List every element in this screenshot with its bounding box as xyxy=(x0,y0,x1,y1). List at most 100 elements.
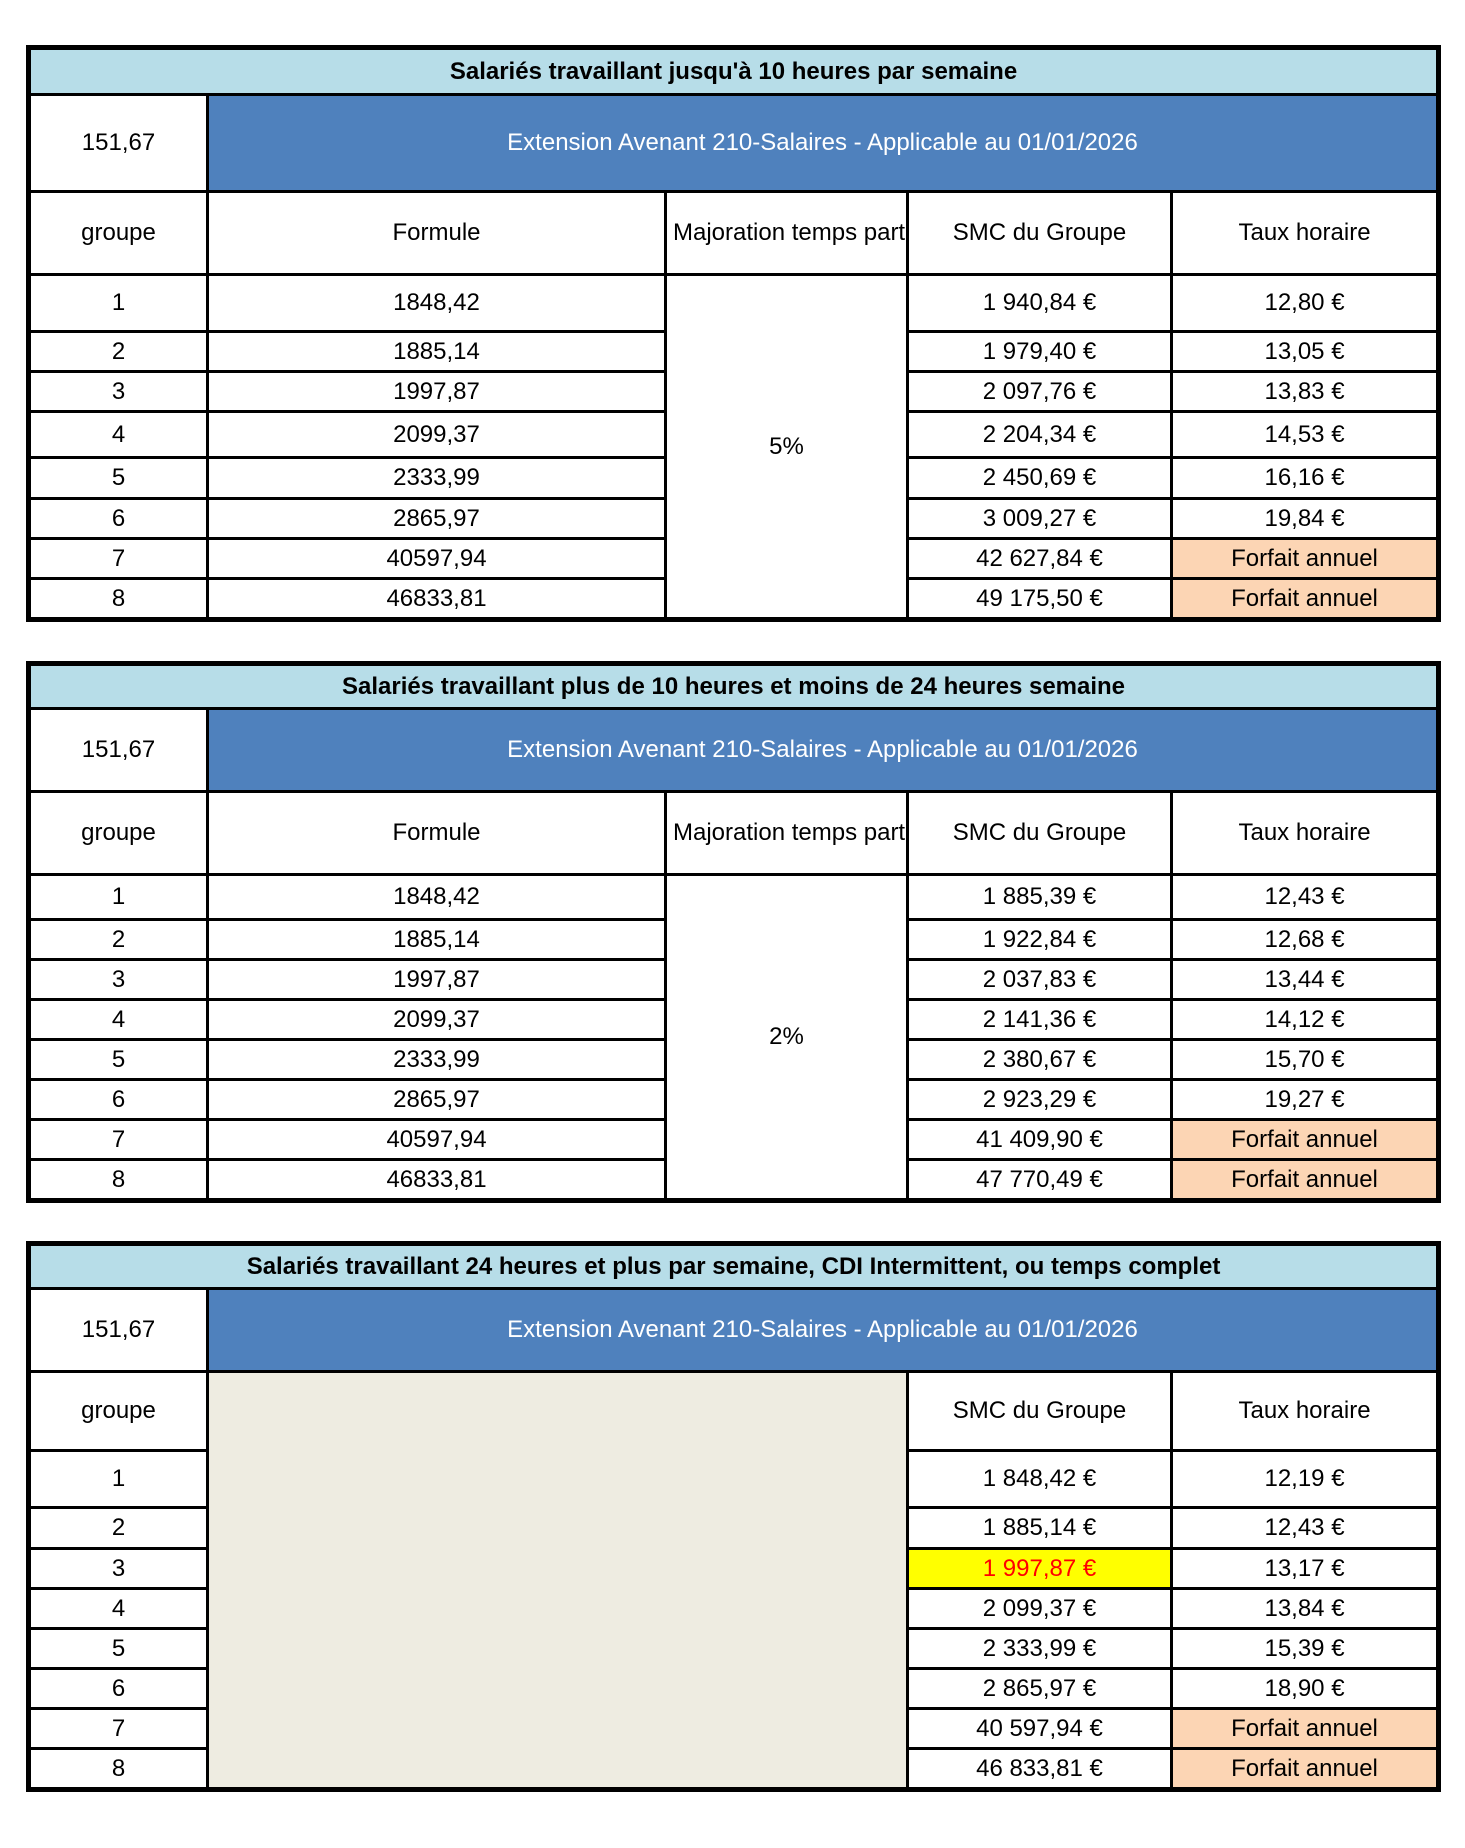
taux-cell: 15,70 € xyxy=(1169,1038,1441,1081)
smc-cell: 40 597,94 € xyxy=(906,1707,1173,1750)
table-row: 7 40597,94 41 409,90 € Forfait annuel xyxy=(27,1118,1441,1161)
smc-cell: 41 409,90 € xyxy=(906,1118,1173,1161)
table-row: 6 2 865,97 €18,90 € xyxy=(27,1667,1441,1710)
header-smc: SMC du Groupe xyxy=(906,790,1173,876)
table-row: 4 2 099,37 €13,84 € xyxy=(27,1587,1441,1630)
taux-cell: 19,27 € xyxy=(1169,1078,1441,1121)
taux-cell: Forfait annuel xyxy=(1169,1747,1441,1791)
majoration-cell: 2% xyxy=(664,873,909,1202)
groupe-cell: 5 xyxy=(27,1627,209,1670)
groupe-cell: 5 xyxy=(27,1038,209,1081)
smc-cell: 47 770,49 € xyxy=(906,1158,1173,1202)
groupe-cell: 4 xyxy=(27,998,209,1041)
table-row: 8 46 833,81 € Forfait annuel xyxy=(27,1747,1441,1791)
smc-cell: 2 865,97 € xyxy=(906,1667,1173,1710)
groupe-cell: 6 xyxy=(27,1078,209,1121)
table-row: 3 1997,87 2 037,83 €13,44 € xyxy=(27,958,1441,1001)
smc-cell: 1 940,84 € xyxy=(906,273,1173,333)
groupe-cell: 2 xyxy=(27,330,209,373)
table-title: Salariés travaillant jusqu'à 10 heures p… xyxy=(26,46,1441,96)
extension-banner: Extension Avenant 210-Salaires - Applica… xyxy=(205,707,1441,793)
groupe-cell: 8 xyxy=(27,1158,209,1202)
formule-cell: 1885,14 xyxy=(206,918,667,961)
taux-cell: Forfait annuel xyxy=(1169,537,1441,580)
taux-cell: 19,84 € xyxy=(1169,497,1441,540)
formule-cell: 40597,94 xyxy=(206,537,667,580)
taux-cell: Forfait annuel xyxy=(1169,577,1441,621)
formule-cell: 1997,87 xyxy=(206,958,667,1001)
header-taux: Taux horaire xyxy=(1169,790,1441,876)
smc-cell: 2 380,67 € xyxy=(906,1038,1173,1081)
taux-cell: 13,17 € xyxy=(1169,1547,1441,1590)
taux-cell: 12,19 € xyxy=(1169,1449,1441,1509)
table-title: Salariés travaillant 24 heures et plus p… xyxy=(26,1242,1441,1290)
header-smc: SMC du Groupe xyxy=(906,1370,1173,1452)
groupe-cell: 1 xyxy=(27,1449,209,1509)
formule-cell: 1997,87 xyxy=(206,370,667,413)
extension-banner: Extension Avenant 210-Salaires - Applica… xyxy=(205,93,1441,193)
table-row: 6 2865,97 3 009,27 €19,84 € xyxy=(27,497,1441,540)
table-row: 6 2865,97 2 923,29 €19,27 € xyxy=(27,1078,1441,1121)
smc-cell: 2 204,34 € xyxy=(906,410,1173,459)
formule-cell: 2099,37 xyxy=(206,998,667,1041)
blank-area xyxy=(206,1370,909,1791)
groupe-cell: 3 xyxy=(27,958,209,1001)
header-formule: Formule xyxy=(206,190,667,276)
groupe-cell: 2 xyxy=(27,1506,209,1550)
groupe-cell: 4 xyxy=(27,410,209,459)
smc-cell: 46 833,81 € xyxy=(906,1747,1173,1791)
header-taux: Taux horaire xyxy=(1169,190,1441,276)
groupe-cell: 7 xyxy=(27,537,209,580)
taux-cell: 12,43 € xyxy=(1169,1506,1441,1550)
formule-cell: 2333,99 xyxy=(206,456,667,500)
formule-cell: 2099,37 xyxy=(206,410,667,459)
salary-table-1: Salariés travaillant jusqu'à 10 heures p… xyxy=(26,45,1442,622)
base-hours: 151,67 xyxy=(27,1287,209,1373)
smc-cell: 1 979,40 € xyxy=(906,330,1173,373)
smc-cell: 2 099,37 € xyxy=(906,1587,1173,1630)
taux-cell: 13,83 € xyxy=(1169,370,1441,413)
taux-cell: Forfait annuel xyxy=(1169,1158,1441,1202)
formule-cell: 1848,42 xyxy=(206,873,667,921)
table-row: 3 1 997,87 €13,17 € xyxy=(27,1547,1441,1590)
header-majoration: Majoration temps partiel xyxy=(664,790,909,876)
groupe-cell: 4 xyxy=(27,1587,209,1630)
groupe-cell: 1 xyxy=(27,273,209,333)
table-row: 5 2 333,99 €15,39 € xyxy=(27,1627,1441,1670)
groupe-cell: 6 xyxy=(27,1667,209,1710)
salary-table-2: Salariés travaillant plus de 10 heures e… xyxy=(26,661,1442,1203)
table-row: 1 1848,42 2% 1 885,39 €12,43 € xyxy=(27,873,1441,1202)
groupe-cell: 8 xyxy=(27,577,209,621)
table-row: 4 2099,37 2 204,34 €14,53 € xyxy=(27,410,1441,459)
taux-cell: 15,39 € xyxy=(1169,1627,1441,1670)
smc-cell: 2 333,99 € xyxy=(906,1627,1173,1670)
formule-cell: 1848,42 xyxy=(206,273,667,333)
header-formule: Formule xyxy=(206,790,667,876)
smc-cell: 1 885,14 € xyxy=(906,1506,1173,1550)
table-row: 1 1 848,42 €12,19 € xyxy=(27,1449,1441,1509)
taux-cell: 12,80 € xyxy=(1169,273,1441,333)
smc-cell: 1 922,84 € xyxy=(906,918,1173,961)
smc-cell: 49 175,50 € xyxy=(906,577,1173,621)
smc-cell: 1 885,39 € xyxy=(906,873,1173,921)
table-row: 8 46833,81 49 175,50 € Forfait annuel xyxy=(27,577,1441,621)
smc-cell: 2 450,69 € xyxy=(906,456,1173,500)
groupe-cell: 3 xyxy=(27,1547,209,1590)
formule-cell: 46833,81 xyxy=(206,1158,667,1202)
smc-cell: 2 141,36 € xyxy=(906,998,1173,1041)
formule-cell: 40597,94 xyxy=(206,1118,667,1161)
taux-cell: 14,53 € xyxy=(1169,410,1441,459)
table-title: Salariés travaillant plus de 10 heures e… xyxy=(26,662,1441,710)
table-row: 2 1 885,14 €12,43 € xyxy=(27,1506,1441,1550)
salary-table-3: Salariés travaillant 24 heures et plus p… xyxy=(26,1241,1442,1792)
groupe-cell: 7 xyxy=(27,1118,209,1161)
taux-cell: 13,44 € xyxy=(1169,958,1441,1001)
taux-cell: 18,90 € xyxy=(1169,1667,1441,1710)
smc-cell: 2 923,29 € xyxy=(906,1078,1173,1121)
table-row: 8 46833,81 47 770,49 € Forfait annuel xyxy=(27,1158,1441,1202)
groupe-cell: 2 xyxy=(27,918,209,961)
formule-cell: 1885,14 xyxy=(206,330,667,373)
table-row: 3 1997,87 2 097,76 €13,83 € xyxy=(27,370,1441,413)
taux-cell: Forfait annuel xyxy=(1169,1118,1441,1161)
table-row: 4 2099,37 2 141,36 €14,12 € xyxy=(27,998,1441,1041)
